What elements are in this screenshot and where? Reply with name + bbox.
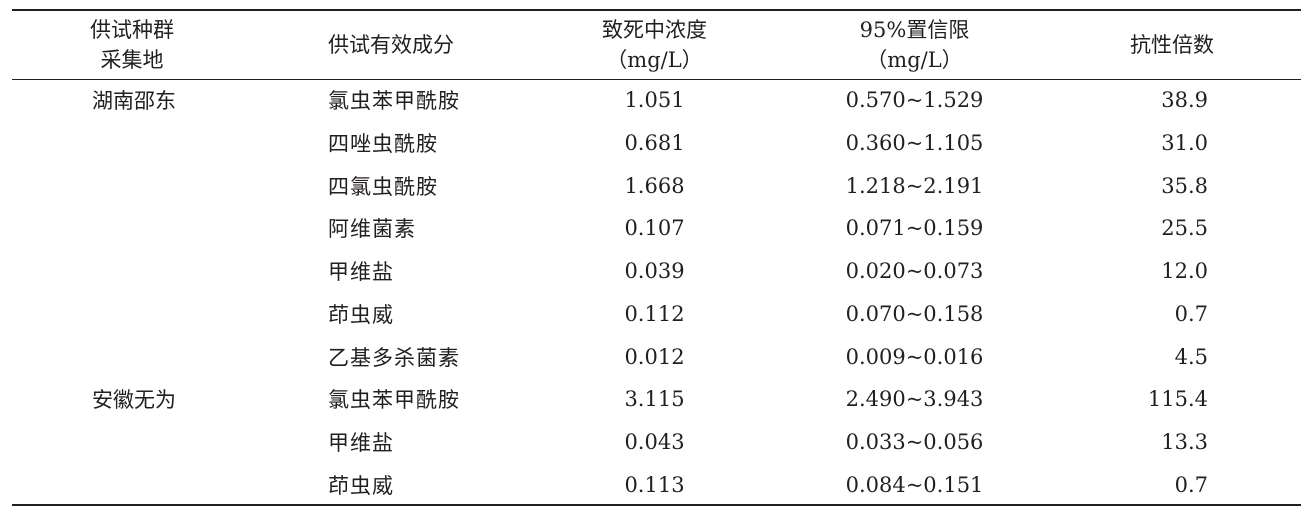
cell-lc50: 0.039 — [624, 259, 685, 284]
table-row: 茚虫威 0.112 0.070~0.158 0.7 — [12, 293, 1301, 336]
header-ci-line-1: 95%置信限 — [859, 18, 970, 42]
cell-resistance-ratio: 25.5 — [1161, 216, 1208, 241]
cell-ci: 2.490~3.943 — [845, 387, 984, 412]
table-row: 乙基多杀菌素 0.012 0.009~0.016 4.5 — [12, 335, 1301, 378]
header-ingredient: 供试有效成分 — [328, 12, 528, 78]
cell-ci: 0.033~0.056 — [845, 429, 984, 454]
cell-lc50: 0.012 — [624, 344, 685, 369]
cell-resistance-ratio: 4.5 — [1174, 344, 1208, 369]
cell-site: 安徽无为 — [92, 388, 176, 413]
table-row: 四唑虫酰胺 0.681 0.360~1.105 31.0 — [12, 122, 1301, 165]
cell-ci: 0.070~0.158 — [845, 301, 984, 326]
cell-lc50: 0.043 — [624, 429, 685, 454]
cell-lc50: 0.681 — [624, 131, 685, 156]
table-row: 阿维菌素 0.107 0.071~0.159 25.5 — [12, 207, 1301, 250]
cell-ingredient: 阿维菌素 — [328, 217, 416, 242]
table-row: 四氯虫酰胺 1.668 1.218~2.191 35.8 — [12, 164, 1301, 207]
cell-site — [92, 335, 262, 378]
cell-ingredient: 氯虫苯甲酰胺 — [328, 89, 460, 114]
cell-site — [92, 207, 262, 250]
table-row: 茚虫威 0.113 0.084~0.151 0.7 — [12, 463, 1301, 506]
table-top-rule — [12, 9, 1301, 11]
cell-ingredient: 四氯虫酰胺 — [328, 174, 438, 199]
cell-lc50: 0.112 — [624, 301, 685, 326]
cell-resistance-ratio: 35.8 — [1161, 173, 1208, 198]
header-site: 供试种群 采集地 — [72, 12, 192, 78]
cell-site — [92, 250, 262, 293]
cell-site — [92, 463, 262, 506]
table-row: 安徽无为 氯虫苯甲酰胺 3.115 2.490~3.943 115.4 — [12, 378, 1301, 421]
table-bottom-rule — [12, 504, 1301, 506]
cell-resistance-ratio: 0.7 — [1174, 301, 1208, 326]
header-site-line-2: 采集地 — [100, 48, 164, 72]
table-header-row: 供试种群 采集地 供试有效成分 致死中浓度 （mg/L） 95%置信限 （mg/… — [12, 12, 1301, 78]
cell-site: 湖南邵东 — [92, 89, 176, 114]
cell-site — [92, 421, 262, 464]
cell-ci: 0.020~0.073 — [845, 259, 984, 284]
cell-lc50: 0.113 — [624, 472, 685, 497]
cell-resistance-ratio: 115.4 — [1147, 387, 1208, 412]
header-rr-line-1: 抗性倍数 — [1130, 33, 1214, 57]
cell-lc50: 3.115 — [624, 387, 685, 412]
header-resistance-ratio: 抗性倍数 — [1092, 12, 1252, 78]
cell-resistance-ratio: 13.3 — [1161, 429, 1208, 454]
cell-ci: 0.360~1.105 — [845, 131, 984, 156]
cell-resistance-ratio: 0.7 — [1174, 472, 1208, 497]
header-lc50-line-2: （mg/L） — [606, 48, 703, 72]
cell-lc50: 1.668 — [624, 173, 685, 198]
header-ci: 95%置信限 （mg/L） — [812, 12, 1017, 78]
cell-resistance-ratio: 38.9 — [1161, 88, 1208, 113]
cell-ingredient: 甲维盐 — [328, 260, 394, 285]
cell-ci: 1.218~2.191 — [845, 173, 984, 198]
cell-site — [92, 122, 262, 165]
cell-resistance-ratio: 31.0 — [1161, 131, 1208, 156]
cell-site — [92, 293, 262, 336]
cell-ci: 0.009~0.016 — [845, 344, 984, 369]
table-row: 湖南邵东 氯虫苯甲酰胺 1.051 0.570~1.529 38.9 — [12, 79, 1301, 122]
cell-ci: 0.071~0.159 — [845, 216, 984, 241]
header-ci-line-2: （mg/L） — [866, 48, 963, 72]
cell-ingredient: 甲维盐 — [328, 430, 394, 455]
header-site-line-1: 供试种群 — [90, 18, 174, 42]
cell-ingredient: 乙基多杀菌素 — [328, 345, 460, 370]
cell-lc50: 1.051 — [624, 88, 685, 113]
table-row: 甲维盐 0.039 0.020~0.073 12.0 — [12, 250, 1301, 293]
cell-ingredient: 氯虫苯甲酰胺 — [328, 388, 460, 413]
cell-ingredient: 茚虫威 — [328, 302, 394, 327]
table-header-rule — [12, 79, 1301, 80]
cell-site — [92, 164, 262, 207]
table-row: 甲维盐 0.043 0.033~0.056 13.3 — [12, 421, 1301, 464]
toxicity-table: 供试种群 采集地 供试有效成分 致死中浓度 （mg/L） 95%置信限 （mg/… — [12, 9, 1301, 507]
header-ingredient-line-1: 供试有效成分 — [328, 33, 454, 57]
header-lc50-line-1: 致死中浓度 — [602, 18, 707, 42]
cell-lc50: 0.107 — [624, 216, 685, 241]
cell-ci: 0.570~1.529 — [845, 88, 984, 113]
cell-resistance-ratio: 12.0 — [1161, 259, 1208, 284]
cell-ingredient: 茚虫威 — [328, 473, 394, 498]
cell-ingredient: 四唑虫酰胺 — [328, 132, 438, 157]
cell-ci: 0.084~0.151 — [845, 472, 984, 497]
header-lc50: 致死中浓度 （mg/L） — [572, 12, 737, 78]
